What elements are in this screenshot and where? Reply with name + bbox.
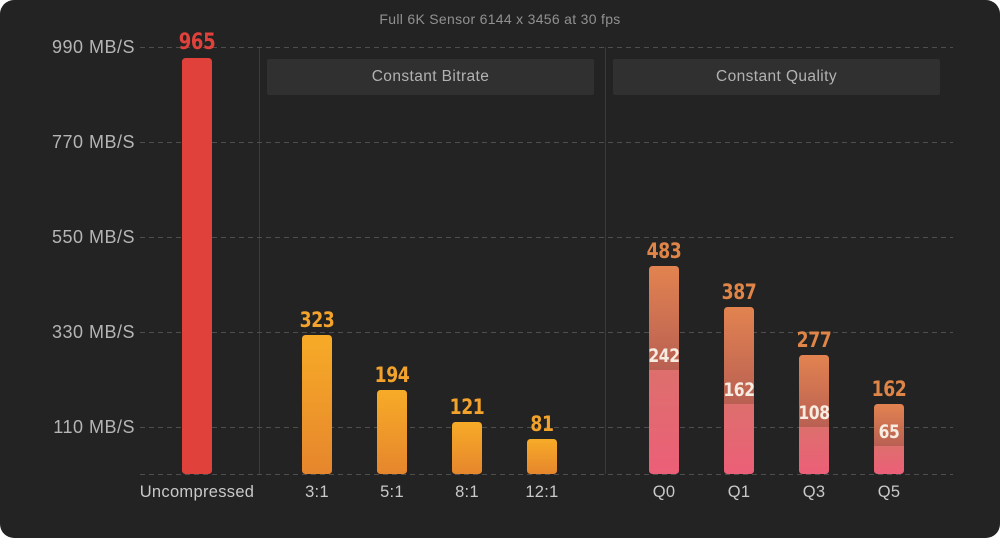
bar-inner-value-label: 242 [648,344,680,367]
x-axis-label: Q3 [802,483,826,501]
bar-upper-segment [649,265,679,370]
bar-shape [799,354,829,474]
y-axis-label: 770 MB/S [51,131,135,152]
x-axis-label: Q1 [727,483,751,501]
chart-title: Full 6K Sensor 6144 x 3456 at 30 fps [379,11,621,27]
bar-value-label: 483 [646,238,682,263]
section-divider-right [605,47,606,474]
bar-q1: 162 387 Q1 [722,280,757,501]
bar-q0: 242 483 Q0 [647,239,682,501]
section-header-constant-bitrate: Constant Bitrate [267,59,594,95]
bar-fill [527,439,557,474]
bar-5-1: 194 5:1 [375,363,410,501]
bar-inner-value-label: 65 [878,420,900,443]
bar-value-label: 81 [530,412,554,437]
bar-3-1: 323 3:1 [300,308,335,501]
grid-line [140,426,953,428]
bar-shape [302,334,332,474]
bar-12-1: 81 12:1 [525,412,558,501]
grid-line [140,47,953,48]
bar-value-label: 277 [796,327,832,352]
bar-shape [724,307,754,474]
bar-q5: 65 162 Q5 [872,377,907,501]
bar-value-label: 162 [871,377,907,402]
bar-uncompressed: 965 Uncompressed [140,30,254,501]
bar-inner-value-label: 162 [723,379,755,402]
bar-lower-segment [649,369,679,474]
bar-shape [649,265,679,474]
y-axis-label: 990 MB/S [51,37,135,57]
x-axis-label: Q0 [652,483,676,501]
bar-lower-segment [874,445,904,474]
grid-line [140,236,953,238]
section-divider-left [259,47,260,474]
bar-value-label: 323 [299,307,335,332]
bar-shape [377,390,407,474]
bar-upper-segment [799,354,829,428]
y-axis-label: 550 MB/S [51,226,135,247]
x-axis-label: Q5 [877,483,901,501]
bar-lower-segment [724,404,754,474]
bar-shape [527,439,557,474]
bar-value-label: 387 [721,280,757,305]
bar-value-label: 965 [178,29,216,55]
bar-upper-segment [874,404,904,446]
baseline-grid-line [140,474,953,475]
x-axis-label: 3:1 [305,483,329,501]
bar-inner-value-label: 108 [798,402,830,425]
y-axis-label: 110 MB/S [53,416,135,437]
x-axis-label: 12:1 [525,483,559,501]
bar-8-1: 121 8:1 [450,395,485,501]
grid-line [140,331,953,333]
x-axis-label: Uncompressed [139,483,255,501]
x-axis-label: 5:1 [380,483,404,501]
section-header-constant-quality: Constant Quality [613,59,940,95]
bar-value-label: 121 [449,394,485,419]
bar-shape [452,421,482,474]
grid-line [140,141,953,143]
bar-value-label: 194 [374,363,410,388]
x-axis-label: 8:1 [455,483,479,501]
bar-shape [182,57,212,474]
bar-fill [182,57,212,474]
y-axis-label: 330 MB/S [51,321,135,342]
bar-fill [302,334,332,474]
bar-fill [377,390,407,474]
bar-shape [874,404,904,474]
bar-fill [452,421,482,474]
bar-q3: 108 277 Q3 [797,328,832,501]
bar-lower-segment [799,427,829,474]
bar-upper-segment [724,307,754,405]
